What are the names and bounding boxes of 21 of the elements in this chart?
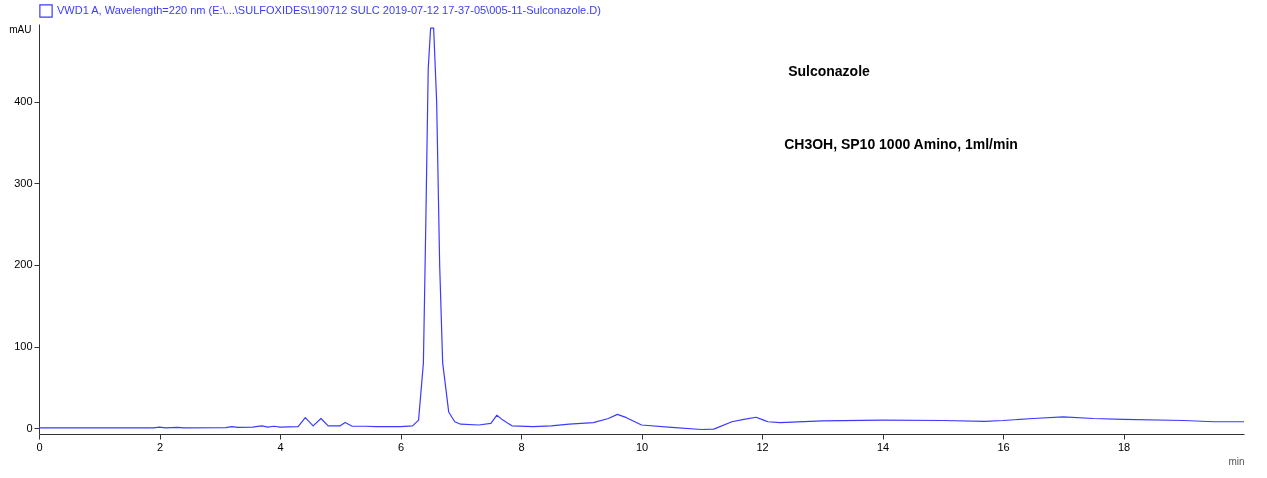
- annotation: CH3OH, SP10 1000 Amino, 1ml/min: [784, 136, 1018, 152]
- x-tick-label: 10: [635, 440, 649, 453]
- x-tick-label: 12: [756, 440, 769, 453]
- y-axis-title: mAU: [9, 23, 32, 35]
- legend-label: VWD1 A, Wavelength=220 nm (E:\...\SULFOXIDES\190712 SULC 2019-07-12 17-37-05\005-11-Sulconazole.D): [57, 4, 601, 16]
- y-tick-label: 0: [26, 421, 33, 434]
- y-tick-label: 200: [14, 258, 33, 271]
- x-tick-label: 2: [156, 440, 164, 453]
- x-tick-label: 4: [277, 440, 284, 453]
- annotation: Sulconazole: [788, 63, 871, 79]
- y-tick-label: 400: [14, 95, 33, 108]
- x-tick-label: 14: [876, 440, 890, 453]
- x-axis-title: min: [1228, 455, 1245, 467]
- line-series: [39, 27, 1244, 431]
- x-tick-label: 8: [518, 440, 525, 453]
- y-tick-label: 100: [14, 340, 33, 353]
- x-tick-label: 16: [997, 440, 1010, 453]
- x-tick-label: 0: [36, 440, 43, 453]
- y-tick-label: 300: [14, 176, 33, 189]
- x-tick-label: 6: [397, 440, 405, 453]
- x-tick-label: 18: [1117, 440, 1131, 453]
